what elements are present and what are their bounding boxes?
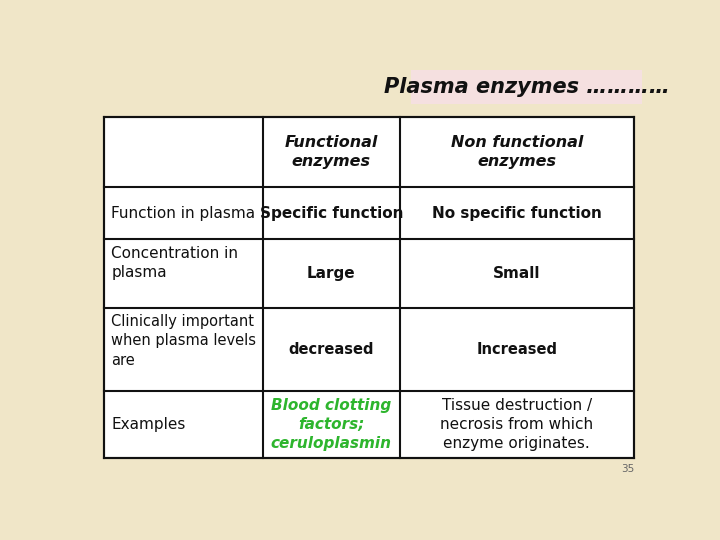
- Text: Tissue destruction /
necrosis from which
enzyme originates.: Tissue destruction / necrosis from which…: [441, 398, 593, 451]
- Text: Blood clotting
factors;
ceruloplasmin: Blood clotting factors; ceruloplasmin: [271, 398, 392, 451]
- Text: Plasma enzymes …………: Plasma enzymes …………: [384, 77, 670, 97]
- Text: Function in plasma: Function in plasma: [111, 206, 256, 221]
- Text: Concentration in
plasma: Concentration in plasma: [111, 246, 238, 280]
- Text: Large: Large: [307, 266, 356, 281]
- Text: Functional
enzymes: Functional enzymes: [284, 135, 378, 169]
- Text: 35: 35: [621, 464, 634, 474]
- Text: Increased: Increased: [477, 342, 557, 357]
- Text: Small: Small: [493, 266, 541, 281]
- Text: Non functional
enzymes: Non functional enzymes: [451, 135, 583, 169]
- Text: No specific function: No specific function: [432, 206, 602, 221]
- FancyBboxPatch shape: [411, 70, 642, 104]
- Text: Specific function: Specific function: [260, 206, 403, 221]
- Text: Clinically important
when plasma levels
are: Clinically important when plasma levels …: [111, 314, 256, 368]
- Text: decreased: decreased: [289, 342, 374, 357]
- Text: Examples: Examples: [111, 417, 186, 432]
- FancyBboxPatch shape: [104, 117, 634, 458]
